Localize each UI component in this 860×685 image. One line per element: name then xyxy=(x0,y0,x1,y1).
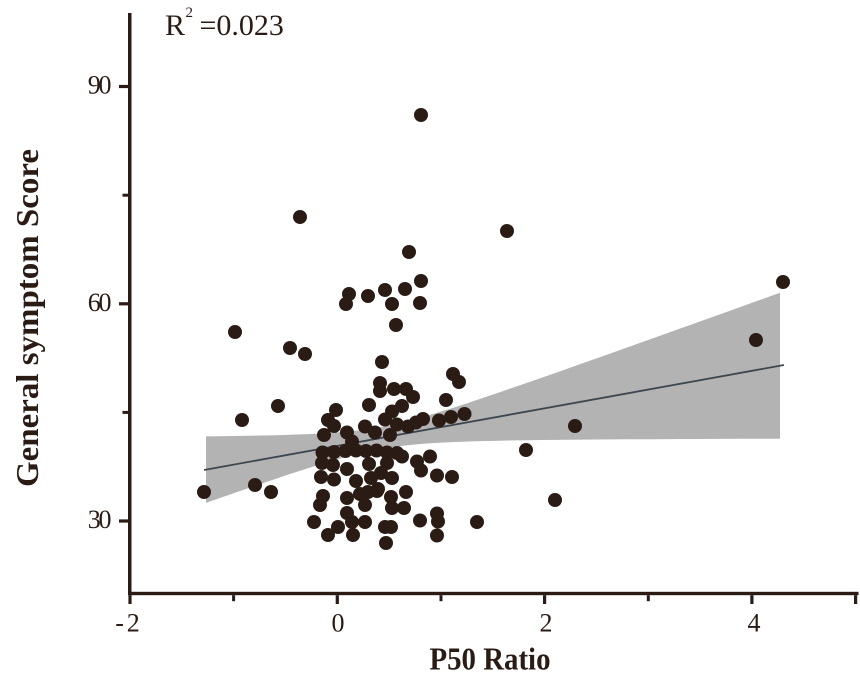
svg-text:4: 4 xyxy=(748,609,761,638)
svg-text:-2: -2 xyxy=(115,609,140,638)
svg-text:General symptom Score: General symptom Score xyxy=(9,149,45,487)
svg-text:90: 90 xyxy=(88,71,112,100)
svg-text:P50 Ratio: P50 Ratio xyxy=(430,641,551,677)
svg-text:R: R xyxy=(165,9,185,42)
svg-text:=0.023: =0.023 xyxy=(200,9,284,42)
svg-text:60: 60 xyxy=(88,288,112,317)
svg-text:0: 0 xyxy=(332,609,345,638)
svg-text:30: 30 xyxy=(88,505,112,534)
svg-text:2: 2 xyxy=(186,5,194,21)
svg-text:2: 2 xyxy=(540,609,553,638)
